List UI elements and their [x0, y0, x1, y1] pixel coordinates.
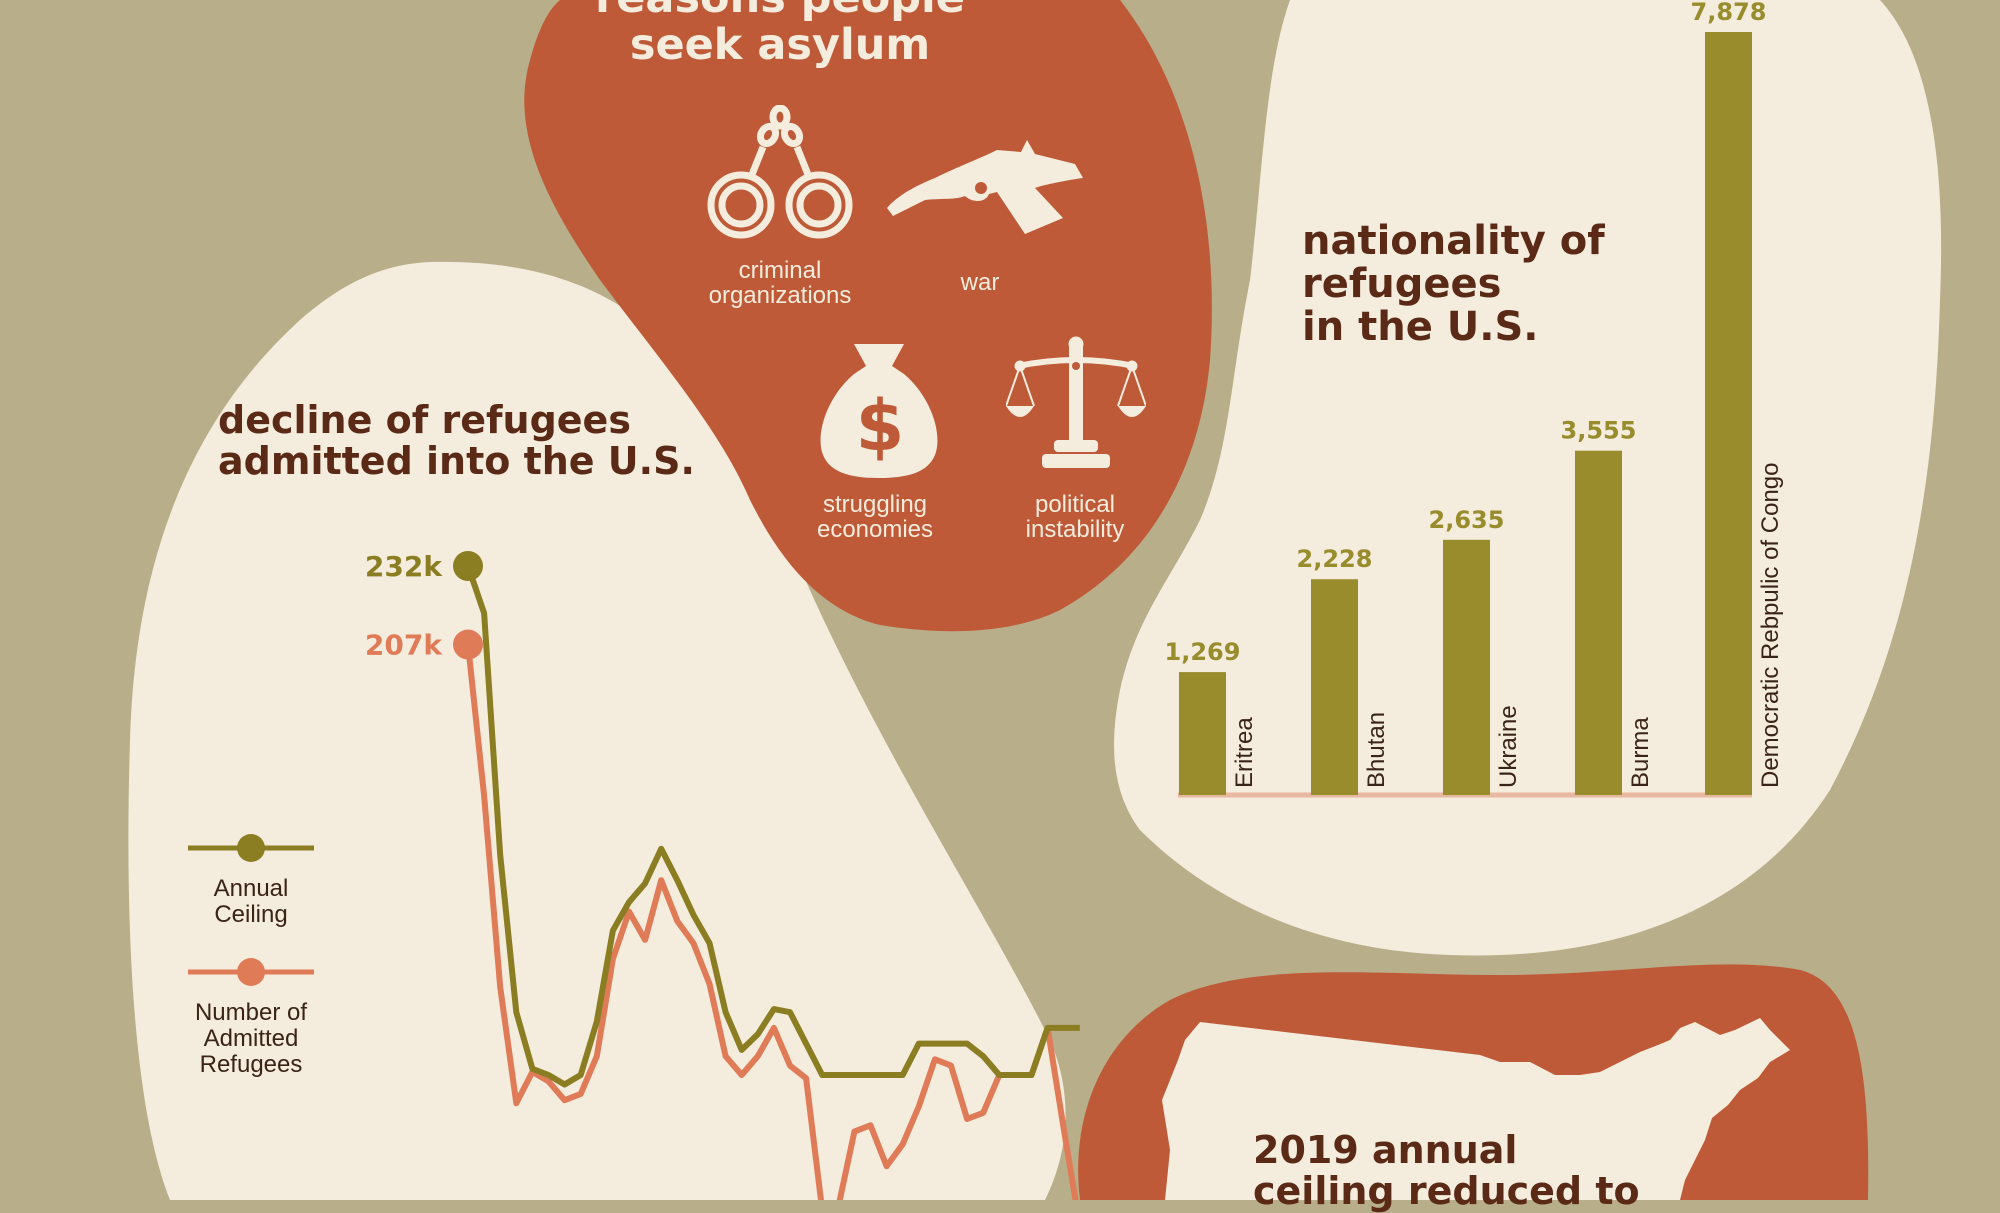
usa-map-icon	[1162, 1018, 1790, 1200]
money-bag-icon: $	[820, 344, 938, 478]
bar-value-label: 1,269	[1165, 638, 1241, 666]
series-start-label: 232k	[365, 550, 443, 583]
bar-category-label: Bhutan	[1363, 712, 1390, 788]
decline-chart-title: decline of refugees admitted into the U.…	[218, 398, 695, 484]
bar-category-label: Burma	[1627, 717, 1654, 788]
series-start-label: 207k	[365, 629, 443, 662]
bar	[1443, 539, 1490, 795]
bar	[1575, 450, 1622, 795]
bar	[1705, 32, 1752, 795]
scales-icon	[1006, 336, 1146, 468]
legend-label: Annual Ceiling	[214, 875, 289, 928]
bar	[1311, 579, 1358, 795]
series-line	[465, 644, 1079, 1200]
bar-value-label: 7,878	[1691, 0, 1767, 26]
reason-label-criminal-organizations: criminal organizations	[708, 257, 852, 310]
handcuffs-icon	[707, 105, 853, 239]
revolver-icon	[887, 140, 1083, 234]
asylum-title: reasons people seek asylum	[595, 0, 965, 71]
reason-label-struggling-economies: struggling economies	[816, 491, 934, 544]
nationality-chart-title: nationality of refugees in the U.S.	[1302, 218, 1605, 351]
series-start-marker	[453, 629, 483, 660]
bar-value-label: 3,555	[1561, 417, 1637, 445]
bar-category-label: Democratic Rebpulic of Congo	[1757, 463, 1784, 789]
decline-panel-blob	[128, 261, 1066, 1200]
bar	[1179, 672, 1226, 795]
bar-category-label: Ukraine	[1495, 705, 1522, 788]
legend-marker	[237, 834, 265, 862]
bar-value-label: 2,635	[1429, 506, 1505, 534]
legend-marker	[237, 958, 265, 986]
bar-category-label: Eritrea	[1231, 717, 1258, 788]
legend-label: Number of Admitted Refugees	[195, 999, 307, 1078]
series-start-marker	[453, 551, 483, 581]
svg-text:$: $	[856, 385, 905, 467]
reason-label-political-instability: political instability	[1025, 491, 1125, 544]
reason-label-war: war	[960, 269, 1000, 296]
bar-value-label: 2,228	[1297, 545, 1373, 573]
series-line	[465, 565, 1080, 1088]
